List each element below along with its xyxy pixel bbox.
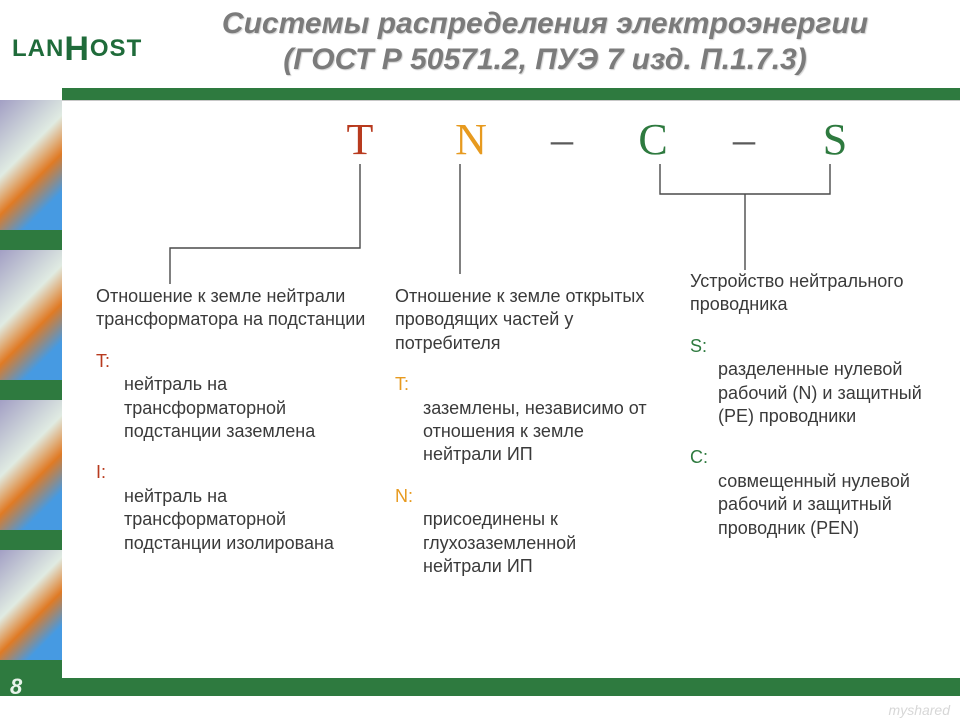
letters-row: T N – C – S <box>330 118 865 162</box>
brand-logo: LANHOST <box>12 30 142 69</box>
item-key: N: <box>395 486 413 506</box>
item-key: I: <box>96 462 106 482</box>
letter-T: T <box>330 118 390 162</box>
item-text: нейтраль на трансформаторной подстанции … <box>96 373 366 443</box>
col3-item: C: совмещенный нулевой рабочий и защитны… <box>690 446 935 540</box>
dash: – <box>724 118 764 162</box>
item-text: нейтраль на трансформаторной подстанции … <box>96 485 366 555</box>
connector-lines <box>0 164 960 284</box>
item-text: присоединены к глухозаземленной нейтрали… <box>395 508 655 578</box>
column-3: Устройство нейтрального проводника S: ра… <box>690 270 935 558</box>
side-thumb <box>0 550 62 660</box>
column-1: Отношение к земле нейтрали трансформатор… <box>96 285 366 573</box>
item-key: T: <box>96 351 110 371</box>
col2-heading: Отношение к земле открытых проводящих ча… <box>395 285 655 355</box>
slide: LANHOST Системы распределения электроэне… <box>0 0 960 720</box>
dash: – <box>542 118 582 162</box>
footer-band <box>0 678 960 696</box>
item-key: S: <box>690 336 707 356</box>
item-text: заземлены, независимо от отношения к зем… <box>395 397 655 467</box>
page-number: 8 <box>10 674 22 700</box>
header-rule <box>62 88 960 100</box>
column-2: Отношение к земле открытых проводящих ча… <box>395 285 655 596</box>
col3-item: S: разделенные нулевой рабочий (N) и защ… <box>690 335 935 429</box>
title-line1: Системы распределения электроэнергии <box>222 7 868 40</box>
col2-item: N: присоединены к глухозаземленной нейтр… <box>395 485 655 579</box>
side-image-strip <box>0 100 62 680</box>
item-text: разделенные нулевой рабочий (N) и защитн… <box>690 358 935 428</box>
side-thumb <box>0 250 62 380</box>
watermark: myshared <box>889 702 950 718</box>
side-thumb <box>0 400 62 530</box>
item-key: C: <box>690 447 708 467</box>
side-thumb <box>0 100 62 230</box>
col1-heading: Отношение к земле нейтрали трансформатор… <box>96 285 366 332</box>
col1-item: T: нейтраль на трансформаторной подстанц… <box>96 350 366 444</box>
item-key: T: <box>395 374 409 394</box>
letter-S: S <box>805 118 865 162</box>
title-line2: (ГОСТ Р 50571.2, ПУЭ 7 изд. П.1.7.3) <box>283 43 806 76</box>
col2-item: T: заземлены, независимо от отношения к … <box>395 373 655 467</box>
slide-title: Системы распределения электроэнергии (ГО… <box>170 6 920 78</box>
col3-heading: Устройство нейтрального проводника <box>690 270 935 317</box>
item-text: совмещенный нулевой рабочий и защитный п… <box>690 470 935 540</box>
letter-N: N <box>441 118 501 162</box>
letter-C: C <box>623 118 683 162</box>
col1-item: I: нейтраль на трансформаторной подстанц… <box>96 461 366 555</box>
